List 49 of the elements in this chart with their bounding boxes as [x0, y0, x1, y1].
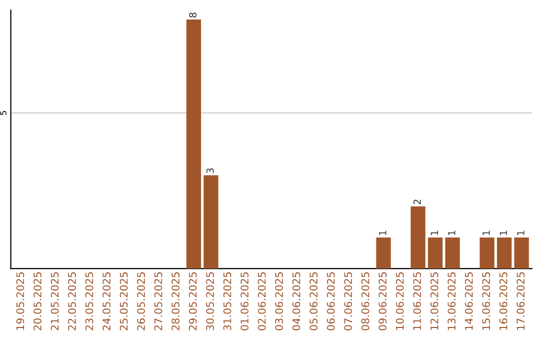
x-tick-label: 27.05.2025 — [154, 272, 162, 330]
data-label: 8 — [189, 12, 197, 18]
data-label: 3 — [206, 168, 214, 174]
x-tick-label: 15.06.2025 — [482, 272, 490, 330]
x-tick-label: 26.05.2025 — [137, 272, 145, 330]
bar — [376, 237, 391, 269]
data-label: 1 — [430, 230, 438, 236]
x-tick-label: 14.06.2025 — [464, 272, 473, 330]
x-tick-label: 09.06.2025 — [378, 272, 387, 330]
bar — [428, 237, 443, 269]
x-tick-label: 11.06.2025 — [413, 272, 422, 330]
x-tick-label: 25.05.2025 — [120, 272, 128, 330]
x-tick-label: 16.06.2025 — [499, 272, 508, 330]
bar — [204, 175, 218, 269]
x-tick-label: 22.05.2025 — [68, 272, 76, 330]
x-tick-label: 31.05.2025 — [223, 272, 232, 330]
x-tick-label: 30.05.2025 — [206, 272, 214, 330]
bar — [514, 237, 529, 269]
bar — [445, 237, 460, 269]
x-tick-label: 06.06.2025 — [326, 272, 335, 330]
x-tick-label: 24.05.2025 — [102, 272, 110, 330]
data-label: 1 — [482, 230, 490, 236]
bar — [480, 237, 494, 269]
x-tick-label: 10.06.2025 — [396, 272, 404, 330]
x-tick-label: 07.06.2025 — [344, 272, 352, 330]
x-tick-label: 12.06.2025 — [430, 272, 438, 330]
data-label: 1 — [500, 230, 507, 236]
x-tick-label: 02.06.2025 — [258, 272, 266, 330]
x-tick-label: 28.05.2025 — [172, 272, 180, 330]
x-tick-label: 05.06.2025 — [310, 272, 318, 330]
x-tick-label: 04.06.2025 — [292, 272, 300, 330]
x-tick-label: 23.05.2025 — [85, 272, 94, 330]
x-tick-label: 01.06.2025 — [240, 272, 248, 330]
bar — [410, 206, 426, 269]
x-tick-label: 19.05.2025 — [16, 272, 24, 330]
x-tick-label: 03.06.2025 — [275, 272, 283, 330]
x-tick-label: 13.06.2025 — [448, 272, 456, 330]
x-tick-label: 17.06.2025 — [516, 272, 525, 330]
data-label: 1 — [379, 230, 386, 236]
x-tick-label: 20.05.2025 — [34, 272, 42, 330]
data-label: 1 — [448, 230, 456, 236]
x-tick-label: 08.06.2025 — [361, 272, 370, 330]
data-label: 1 — [517, 230, 524, 236]
data-label: 2 — [413, 200, 421, 204]
bar — [186, 20, 202, 269]
x-tick-label: 21.05.2025 — [50, 272, 59, 330]
x-tick-label: 29.05.2025 — [188, 272, 197, 330]
bar — [496, 237, 512, 269]
y-tick-label: 5 — [0, 111, 6, 115]
